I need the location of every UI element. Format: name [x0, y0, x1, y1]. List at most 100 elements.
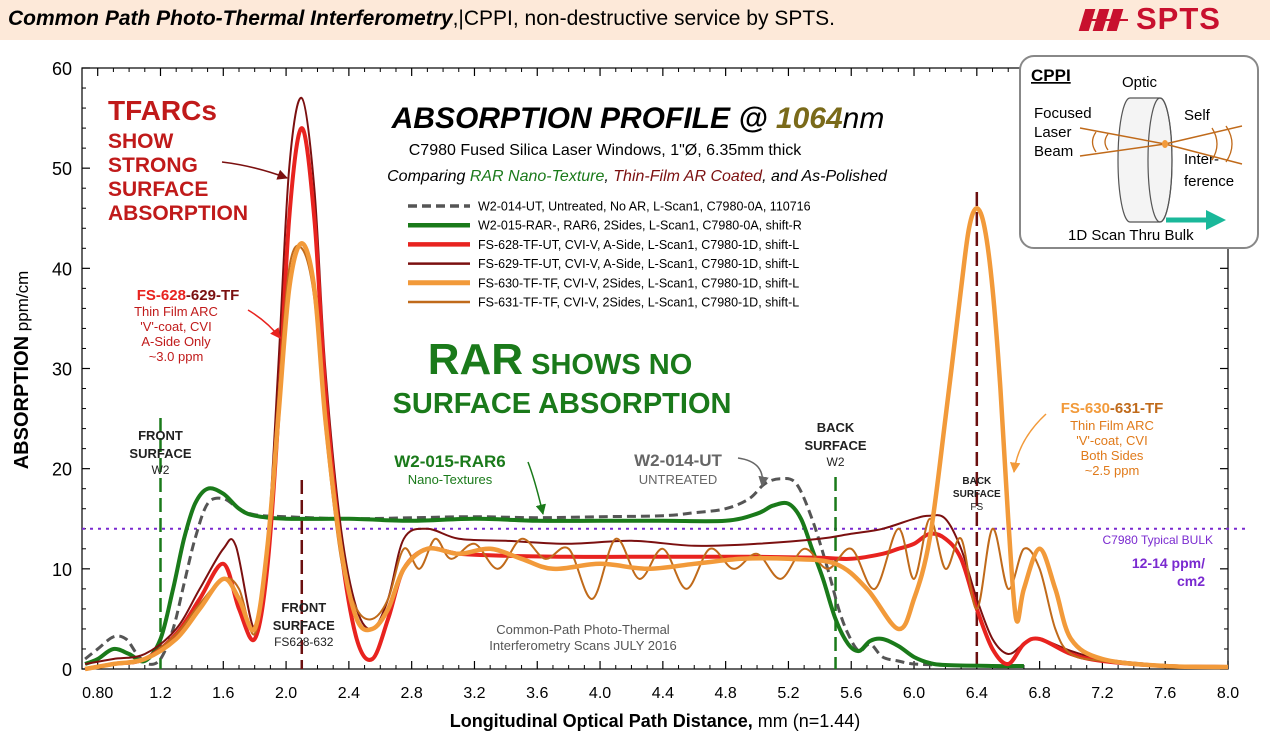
banner-title-bold: Common Path Photo-Thermal Interferometry [8, 7, 453, 30]
w2015-sub: Nano-Textures [408, 472, 493, 487]
fs628-desc-3: A-Side Only [141, 334, 211, 349]
x-axis: 0.80 1.2 1.6 2.0 2.4 2.8 3.2 3.6 4.0 4.4 4.8 5.2 5.6… [82, 68, 1239, 702]
x-tick-label: 6.8 [1028, 685, 1050, 702]
surface-marker-label: SURFACE [129, 446, 191, 461]
tfarcs-line2: STRONG [108, 154, 198, 177]
fs630-label: FS-630-631-TF [1061, 400, 1164, 417]
subtitle2-part-a: Comparing [387, 168, 470, 185]
bulk-reference-label: C7980 Typical BULK [1102, 533, 1213, 547]
fs628-arrow [247, 309, 281, 339]
inset-self: Self [1184, 107, 1211, 124]
x-tick-label: 7.2 [1091, 685, 1113, 702]
chart-title-main: ABSORPTION PROFILE @ [391, 102, 776, 135]
fs628-label-b: -629-TF [186, 287, 239, 304]
legend-entry: FS-630-TF-TF, CVI-V, 2Sides, L-Scan1, C7… [478, 276, 799, 290]
fs630-desc-4: ~2.5 ppm [1085, 463, 1140, 478]
rar-headline-line2: SURFACE ABSORPTION [393, 388, 732, 420]
y-axis-label: ABSORPTION ppm/cm [11, 271, 33, 470]
surface-marker-label: BACK [817, 420, 855, 435]
spts-logo-text: SPTS [1136, 1, 1221, 36]
inset-focused-2: Laser [1034, 124, 1072, 141]
surface-marker-label: BACK [962, 476, 992, 487]
fs630-label-b: -631-TF [1110, 400, 1163, 417]
chart-title: ABSORPTION PROFILE @ 1064nm [391, 102, 885, 135]
absorption-chart: 0 10 20 30 40 50 60 0.80 1.2 1.6 2.0 2.4 2.8 3.2 3.6 4… [11, 55, 1259, 731]
inset-title: CPPI [1031, 66, 1071, 85]
focus-spot-icon [1162, 140, 1168, 148]
y-axis-label-rest: ppm/cm [13, 271, 32, 336]
spts-logo-icon [1078, 9, 1128, 31]
legend: W2-014-UT, Untreated, No AR, L-Scan1, C7… [408, 200, 811, 310]
x-tick-label: 0.80 [82, 685, 113, 702]
fs628-label-a: FS-628 [137, 287, 186, 304]
bulk-value-line1: 12-14 ppm/ [1132, 555, 1205, 571]
chart-subtitle-1: C7980 Fused Silica Laser Windows, 1"Ø, 6… [409, 142, 803, 159]
surface-marker-label: W2 [827, 455, 845, 469]
banner-title-rest: CPPI, non-destructive service by SPTS. [463, 7, 835, 30]
laser-beam-icon [1079, 125, 1243, 165]
wavefront-icon [1091, 125, 1233, 163]
x-tick-label: 4.4 [652, 685, 674, 702]
surface-marker-label: FRONT [138, 428, 183, 443]
rar-headline-shows: SHOWS NO [523, 349, 692, 381]
surface-markers: FRONT SURFACE W2 FRONT SURFACE FS628-632 BACK S… [129, 192, 1001, 669]
series-line-5 [84, 205, 1229, 672]
fs630-desc-1: Thin Film ARC [1070, 418, 1154, 433]
bulk-value-line2: cm2 [1177, 573, 1205, 589]
x-tick-label: 7.6 [1154, 685, 1176, 702]
x-tick-label: 3.2 [463, 685, 485, 702]
x-axis-label: Longitudinal Optical Path Distance, mm (… [450, 711, 861, 731]
surface-marker-label: SURFACE [804, 438, 866, 453]
legend-entry: W2-015-RAR-, RAR6, 2Sides, L-Scan1, C798… [478, 219, 802, 233]
x-tick-label: 2.4 [338, 685, 360, 702]
inset-focused-1: Focused [1034, 105, 1092, 122]
x-tick-label: 1.2 [149, 685, 171, 702]
surface-marker-label: W2 [151, 463, 169, 477]
inset-optic-label: Optic [1122, 74, 1158, 91]
y-tick-label: 50 [52, 159, 72, 179]
fs630-desc-2: 'V'-coat, CVI [1076, 433, 1147, 448]
legend-entry: FS-631-TF-TF, CVI-V, 2Sides, L-Scan1, C7… [478, 296, 799, 310]
rar-headline-big: RAR [428, 335, 523, 384]
fs630-label-a: FS-630 [1061, 400, 1110, 417]
y-axis: 0 10 20 30 40 50 60 [52, 59, 1228, 680]
x-tick-label: 3.6 [526, 685, 548, 702]
banner-title-separator: ,| [452, 7, 464, 30]
w2014-arrow [737, 457, 769, 488]
tfarcs-line4: ABSORPTION [108, 202, 248, 225]
w2014-label: W2-014-UT [634, 451, 722, 470]
fs630-desc-3: Both Sides [1081, 448, 1144, 463]
legend-entry: FS-628-TF-UT, CVI-V, A-Side, L-Scan1, C7… [478, 238, 799, 252]
legend-entry: W2-014-UT, Untreated, No AR, L-Scan1, C7… [478, 200, 811, 214]
y-tick-label: 40 [52, 259, 72, 279]
y-tick-label: 60 [52, 59, 72, 79]
x-tick-label: 8.0 [1217, 685, 1239, 702]
y-tick-label: 10 [52, 560, 72, 580]
x-tick-label: 6.0 [903, 685, 925, 702]
y-tick-label: 0 [62, 660, 72, 680]
header-banner: Common Path Photo-Thermal Interferometry… [0, 0, 1270, 40]
subtitle2-part-e: , and As-Polished [762, 168, 888, 185]
credit-line1: Common-Path Photo-Thermal [496, 622, 670, 637]
x-tick-label: 5.2 [777, 685, 799, 702]
optic-face-icon [1147, 97, 1173, 223]
x-tick-label: 4.0 [589, 685, 611, 702]
optic-cylinder-icon [1117, 97, 1173, 223]
surface-marker-label: FS [970, 502, 983, 513]
inset-scan-label: 1D Scan Thru Bulk [1068, 227, 1194, 244]
y-tick-label: 30 [52, 360, 72, 380]
x-axis-label-bold: Longitudinal Optical Path Distance, [450, 711, 753, 731]
surface-marker-label: FRONT [281, 600, 326, 615]
fs630-arrow [1009, 413, 1047, 474]
w2015-arrow [527, 461, 546, 516]
surface-marker-label: FS628-632 [274, 635, 334, 649]
subtitle2-part-b: RAR Nano-Texture [470, 168, 605, 185]
surface-marker-label: SURFACE [953, 489, 1001, 500]
w2014-sub: UNTREATED [639, 472, 717, 487]
chart-title-wavelength: 1064 [776, 102, 843, 135]
tfarcs-arrow [221, 161, 288, 180]
tfarcs-line3: SURFACE [108, 178, 208, 201]
series-group [84, 97, 1229, 672]
inset-inter-2: ference [1184, 173, 1234, 190]
x-axis-label-rest: mm (n=1.44) [753, 711, 861, 731]
